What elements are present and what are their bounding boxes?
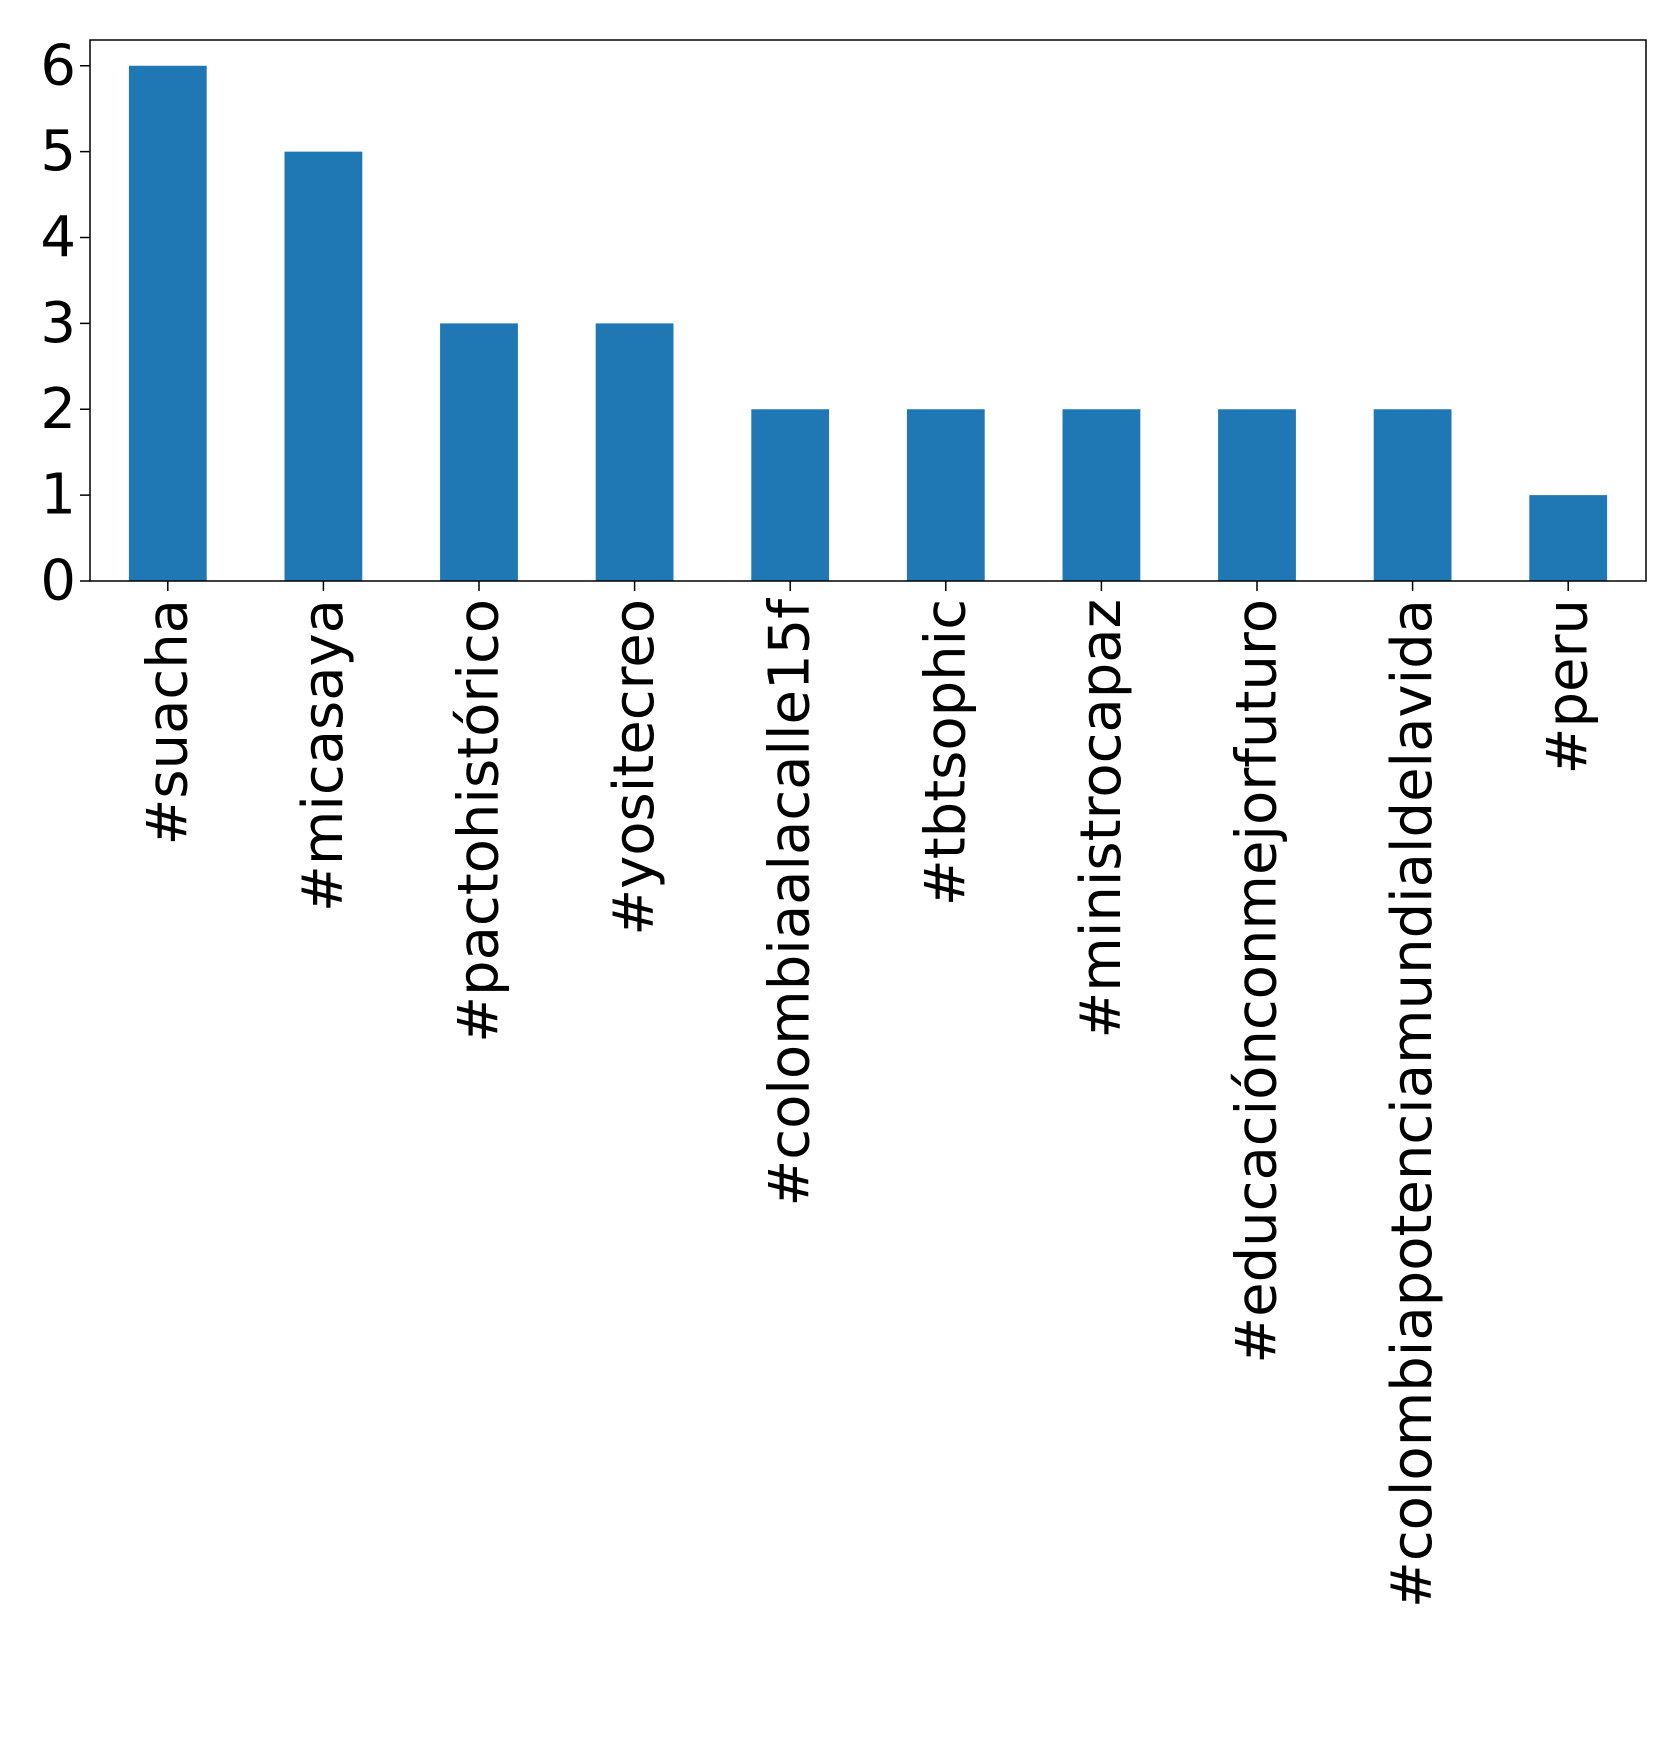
x-tick-label-5: #tbtsophic [913, 599, 978, 906]
bar-6 [1062, 409, 1141, 581]
x-axis-ticks: #suacha #micasaya #pactohistórico #yositecr… [135, 581, 1601, 1608]
x-tick-label-2: #pactohistórico [447, 599, 512, 1043]
y-tick-label-1: 1 [40, 463, 76, 528]
bar-8 [1373, 409, 1452, 581]
x-tick-label-0: #suacha [135, 599, 200, 846]
y-tick-label-3: 3 [40, 291, 76, 356]
x-tick-label-1: #micasaya [291, 599, 356, 912]
y-axis-ticks: 0 1 2 3 4 5 6 [40, 33, 90, 614]
bar-4 [751, 409, 830, 581]
y-tick-label-5: 5 [40, 119, 76, 184]
bar-2 [440, 323, 518, 581]
x-tick-label-6: #ministrocapaz [1069, 599, 1134, 1039]
x-tick-label-7: #educaciónconmejorfuturo [1225, 599, 1290, 1364]
bar-7 [1218, 409, 1296, 581]
plot-frame [89, 39, 1647, 582]
bar-5 [906, 409, 985, 581]
x-tick-label-8: #colombiapotenciamundialdelavida [1380, 599, 1445, 1608]
y-tick-label-0: 0 [40, 549, 76, 614]
bars-group [128, 65, 1608, 581]
bar-0 [128, 65, 207, 581]
y-tick-label-6: 6 [40, 33, 76, 98]
y-tick-label-2: 2 [40, 377, 76, 442]
x-tick-label-4: #colombiaalacalle15f [758, 598, 823, 1207]
bar-1 [284, 151, 363, 581]
bar-9 [1529, 495, 1608, 581]
x-tick-label-9: #peru [1536, 599, 1601, 774]
bar-3 [595, 323, 674, 581]
y-tick-label-4: 4 [40, 205, 76, 270]
x-tick-label-3: #yositecreo [602, 599, 667, 936]
